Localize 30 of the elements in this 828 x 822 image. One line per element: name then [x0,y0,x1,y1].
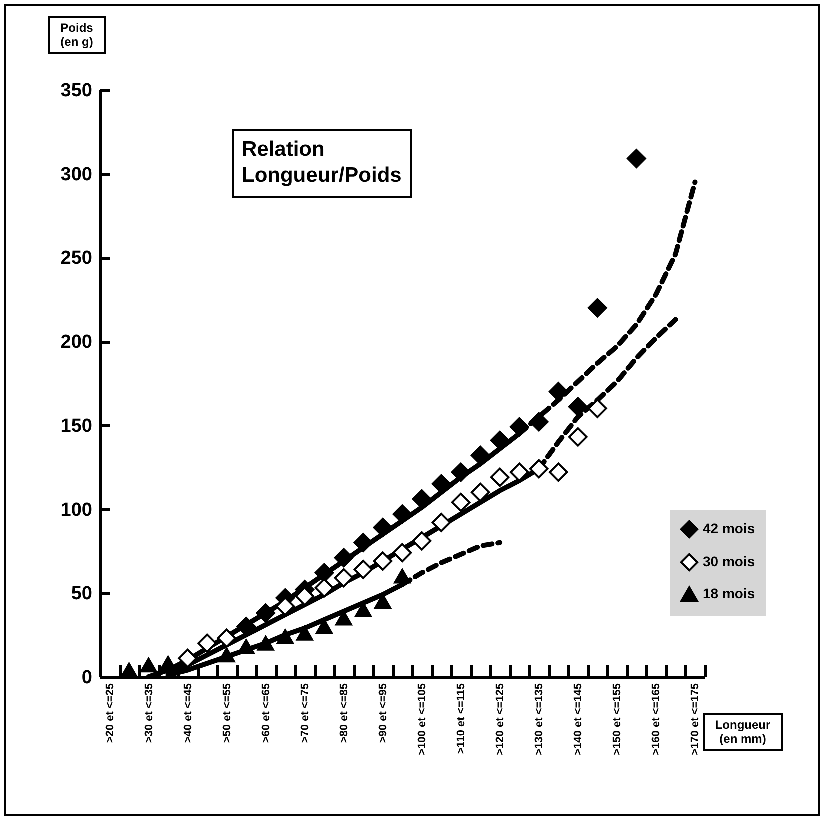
y-tick-label: 250 [60,248,92,270]
x-tick-label: >50 et <=55 [221,684,234,744]
y-tick-label: 50 [71,584,92,605]
x-tick-label: >40 et <=45 [182,684,194,744]
x-tick-label: >80 et <=85 [338,684,350,744]
x-tick-label: >160 et <=165 [650,684,663,756]
legend-label: 18 mois [703,586,756,602]
y-tick-label: 300 [60,164,92,186]
y-tick-label: 200 [60,332,92,354]
x-tick-label: >70 et <=75 [299,684,312,744]
y-tick-label: 100 [60,500,92,521]
x-tick-label: >100 et <=105 [416,684,429,756]
y-axis-title: Poids (en g) [48,16,106,54]
x-tick-label: >120 et <=125 [494,684,507,756]
x-tick-label: >60 et <=65 [260,684,272,744]
x-tick-label: >30 et <=35 [143,684,156,744]
x-axis-title: Longueur (en mm) [703,713,783,751]
x-tick-label: >90 et <=95 [377,684,390,744]
x-tick-label: >20 et <=25 [104,684,116,744]
x-tick-label: >170 et <=175 [690,684,702,756]
x-tick-label: >110 et <=115 [456,684,468,754]
legend-label: 30 mois [703,554,756,570]
x-tick-label: >130 et <=135 [534,684,546,756]
x-tick-label: >140 et <=145 [572,684,585,756]
legend-label: 42 mois [703,520,756,536]
y-tick-label: 0 [82,668,92,688]
x-tick-label: >150 et <=155 [612,684,624,756]
y-tick-label: 150 [60,416,92,437]
text: Relation Longueur/Poids [232,129,412,198]
y-tick-label: 350 [60,80,92,102]
